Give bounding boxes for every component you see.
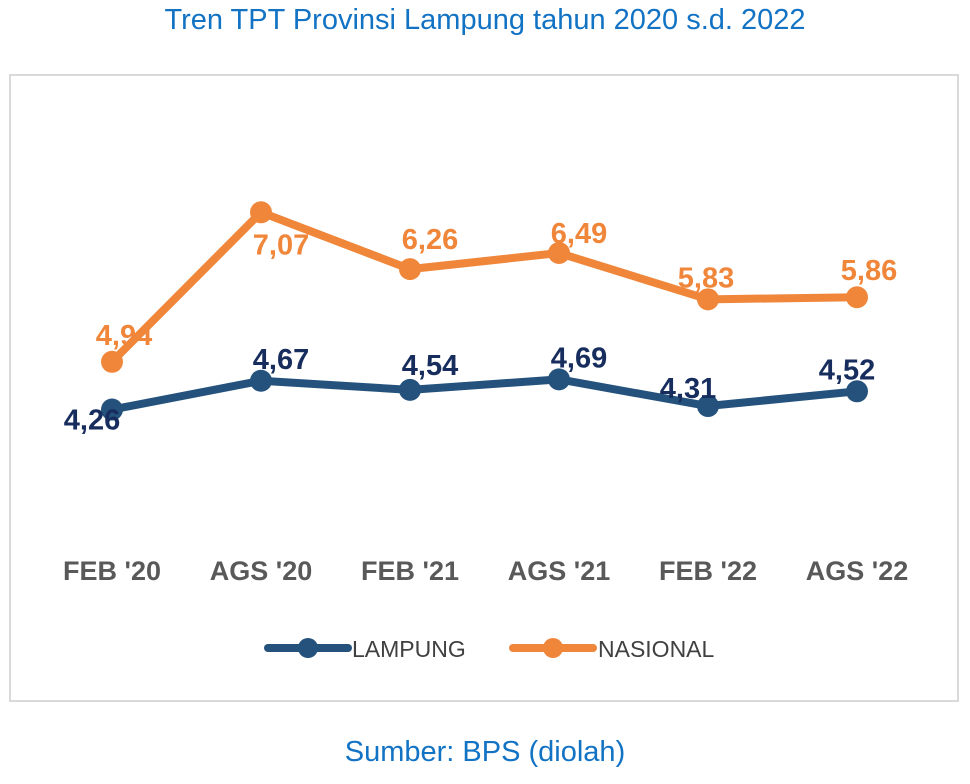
x-tick-label: AGS '20 — [210, 556, 312, 586]
data-point — [697, 395, 719, 418]
series-line-lampung — [108, 375, 861, 414]
legend-label: NASIONAL — [598, 636, 715, 662]
x-tick-label: AGS '22 — [806, 556, 908, 586]
data-label: 4,94 — [96, 320, 152, 352]
data-label: 4,31 — [660, 373, 716, 405]
data-point — [697, 288, 719, 311]
x-tick-label: FEB '20 — [63, 556, 161, 586]
legend-marker — [298, 638, 318, 658]
data-point — [846, 380, 868, 403]
data-label: 7,07 — [253, 229, 309, 261]
x-tick-label: FEB '21 — [361, 556, 459, 586]
data-point — [399, 378, 421, 401]
data-point — [250, 369, 272, 392]
data-point — [399, 258, 421, 281]
x-tick-label: FEB '22 — [659, 556, 757, 586]
data-label: 5,83 — [678, 262, 734, 294]
data-label: 5,86 — [841, 255, 897, 287]
source-note: Sumber: BPS (diolah) — [344, 736, 626, 768]
x-tick-label: AGS '21 — [508, 556, 610, 586]
data-label: 4,69 — [551, 342, 607, 374]
data-point — [548, 368, 570, 391]
data-label: 6,49 — [551, 218, 607, 250]
data-label: 4,52 — [819, 354, 875, 386]
data-point — [101, 398, 123, 421]
data-point — [846, 286, 868, 309]
series-line-nasional — [108, 208, 861, 366]
data-point — [250, 201, 272, 224]
data-point — [101, 350, 123, 373]
legend-label: LAMPUNG — [352, 636, 466, 662]
legend-marker — [543, 638, 563, 658]
data-label: 4,26 — [64, 405, 120, 437]
data-label: 4,54 — [402, 350, 458, 382]
data-point — [548, 242, 570, 265]
data-label: 4,67 — [253, 344, 309, 376]
data-label: 6,26 — [402, 224, 458, 256]
chart-title: Tren TPT Provinsi Lampung tahun 2020 s.d… — [164, 4, 806, 36]
